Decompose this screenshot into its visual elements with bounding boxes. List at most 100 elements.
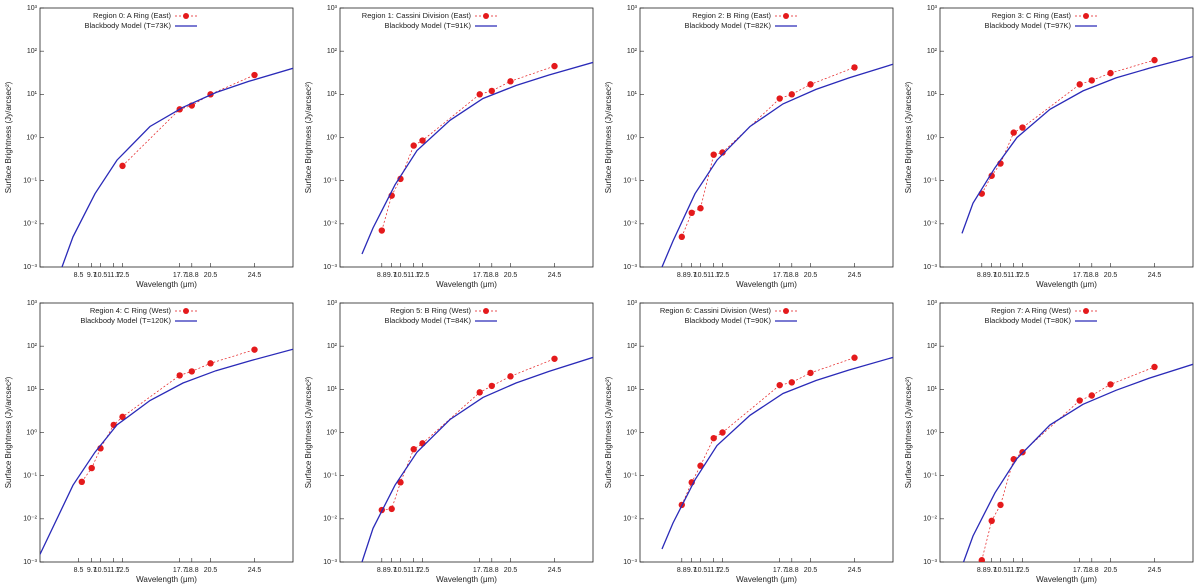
data-point <box>1019 124 1026 131</box>
legend-marker <box>783 308 789 314</box>
legend-label: Blackbody Model (T=91K) <box>385 21 472 30</box>
y-tick-label: 10¹ <box>627 386 638 393</box>
data-point <box>678 233 685 241</box>
data-point <box>119 162 126 170</box>
legend-label: Region 4: C Ring (West) <box>90 306 172 315</box>
legend-marker <box>783 13 789 19</box>
plot-area <box>40 346 293 555</box>
data-point <box>1107 381 1114 388</box>
data-point <box>1107 69 1114 77</box>
x-tick-label: 11.7 <box>1007 567 1020 574</box>
plot-frame <box>339 7 594 268</box>
y-axis-label: Surface Brightness (Jy/arcsec²) <box>904 81 913 193</box>
y-tick-label: 10³ <box>327 5 338 12</box>
y-tick-label: 10⁻¹ <box>23 473 37 480</box>
legend-label: Region 0: A Ring (East) <box>93 11 171 20</box>
data-point <box>997 501 1004 509</box>
x-tick-label: 12.5 <box>116 272 130 279</box>
x-tick-label: 11.7 <box>107 567 120 574</box>
model-curve <box>661 356 893 550</box>
data-point <box>78 478 86 486</box>
x-tick-label: 11.7 <box>707 567 720 574</box>
plot-frame <box>939 302 1194 563</box>
model-curve <box>961 55 1193 234</box>
data-point <box>251 346 258 353</box>
y-tick-label: 10¹ <box>927 386 938 393</box>
legend-label: Region 3: C Ring (East) <box>992 11 1072 20</box>
x-tick-label: 24.5 <box>548 567 562 574</box>
legend-marker <box>483 308 489 314</box>
x-tick-label: 8.5 <box>74 272 84 279</box>
y-tick-label: 10¹ <box>327 91 338 98</box>
x-tick-label: 24.5 <box>248 567 262 574</box>
data-point <box>697 205 704 212</box>
plot-area <box>61 67 293 267</box>
x-tick-label: 24.5 <box>848 272 862 279</box>
y-tick-label: 10⁰ <box>926 428 937 436</box>
y-axis-label: Surface Brightness (Jy/arcsec²) <box>4 376 13 488</box>
data-connector <box>81 349 255 483</box>
legend-label: Region 6: Cassini Division (West) <box>660 306 772 315</box>
legend-marker <box>183 13 189 19</box>
panel: 10⁻³ 10⁻² 10⁻¹ 10⁰ 10¹ 10² 10³ 8.5 9.710.5 11.712… <box>4 5 294 289</box>
data-connector <box>381 358 555 511</box>
model-curve <box>661 63 893 267</box>
x-tick-label: 17.7 <box>1073 567 1087 574</box>
data-point <box>1076 81 1083 88</box>
x-axis-label: Wavelength (μm) <box>1036 575 1097 584</box>
y-tick-label: 10⁰ <box>626 133 637 141</box>
x-tick-label: 24.5 <box>1148 272 1162 279</box>
x-tick-label: 18.8 <box>1085 567 1099 574</box>
x-tick-label: 20.5 <box>504 272 518 279</box>
x-tick-label: 8.8 <box>377 272 387 279</box>
x-tick-label: 10.5 <box>694 567 708 574</box>
y-tick-label: 10⁰ <box>26 133 37 141</box>
data-connector <box>681 357 855 506</box>
data-point <box>419 440 426 447</box>
y-tick-label: 10⁰ <box>626 428 637 436</box>
plot-frame <box>339 302 594 563</box>
x-axis-label: Wavelength (μm) <box>136 575 197 584</box>
model-curve <box>61 67 293 267</box>
plot-frame <box>639 7 894 268</box>
x-tick-label: 12.5 <box>1016 272 1030 279</box>
x-tick-label: 8.8 <box>977 567 987 574</box>
plot-area <box>661 354 893 550</box>
x-tick-label: 17.7 <box>173 567 187 574</box>
x-tick-label: 10.5 <box>994 272 1008 279</box>
y-tick-label: 10⁻² <box>23 221 37 228</box>
legend-label: Blackbody Model (T=97K) <box>985 21 1072 30</box>
y-tick-label: 10⁰ <box>326 133 337 141</box>
data-point <box>697 462 704 469</box>
x-tick-label: 8.8 <box>677 567 687 574</box>
y-tick-label: 10⁻³ <box>623 264 637 271</box>
data-point <box>1151 56 1158 64</box>
y-tick-label: 10³ <box>27 300 38 307</box>
x-tick-label: 20.5 <box>804 272 818 279</box>
y-tick-label: 10³ <box>27 5 38 12</box>
x-tick-label: 20.5 <box>204 272 218 279</box>
legend-label: Blackbody Model (T=80K) <box>985 316 1072 325</box>
y-tick-label: 10⁻³ <box>923 264 937 271</box>
y-tick-label: 10⁻³ <box>23 559 37 566</box>
x-tick-label: 17.7 <box>1073 272 1087 279</box>
data-point <box>719 429 726 436</box>
y-axis-label: Surface Brightness (Jy/arcsec²) <box>904 376 913 488</box>
x-tick-label: 12.5 <box>416 272 430 279</box>
plot-area <box>361 355 593 562</box>
panel: 10⁻³ 10⁻² 10⁻¹ 10⁰ 10¹ 10² 10³ 8.8 9.710.5 11.712… <box>604 5 894 289</box>
legend-label: Region 2: B Ring (East) <box>692 11 771 20</box>
y-tick-label: 10⁻² <box>623 221 637 228</box>
x-tick-label: 17.7 <box>173 272 187 279</box>
x-tick-label: 8.5 <box>74 567 84 574</box>
y-axis-label: Surface Brightness (Jy/arcsec²) <box>604 81 613 193</box>
y-tick-label: 10⁻¹ <box>23 178 37 185</box>
y-tick-label: 10⁻³ <box>923 559 937 566</box>
data-connector <box>681 67 855 237</box>
y-axis-label: Surface Brightness (Jy/arcsec²) <box>304 81 313 193</box>
x-tick-label: 12.5 <box>1016 567 1030 574</box>
model-curve <box>361 61 593 255</box>
x-tick-label: 24.5 <box>248 272 262 279</box>
y-tick-label: 10³ <box>327 300 338 307</box>
